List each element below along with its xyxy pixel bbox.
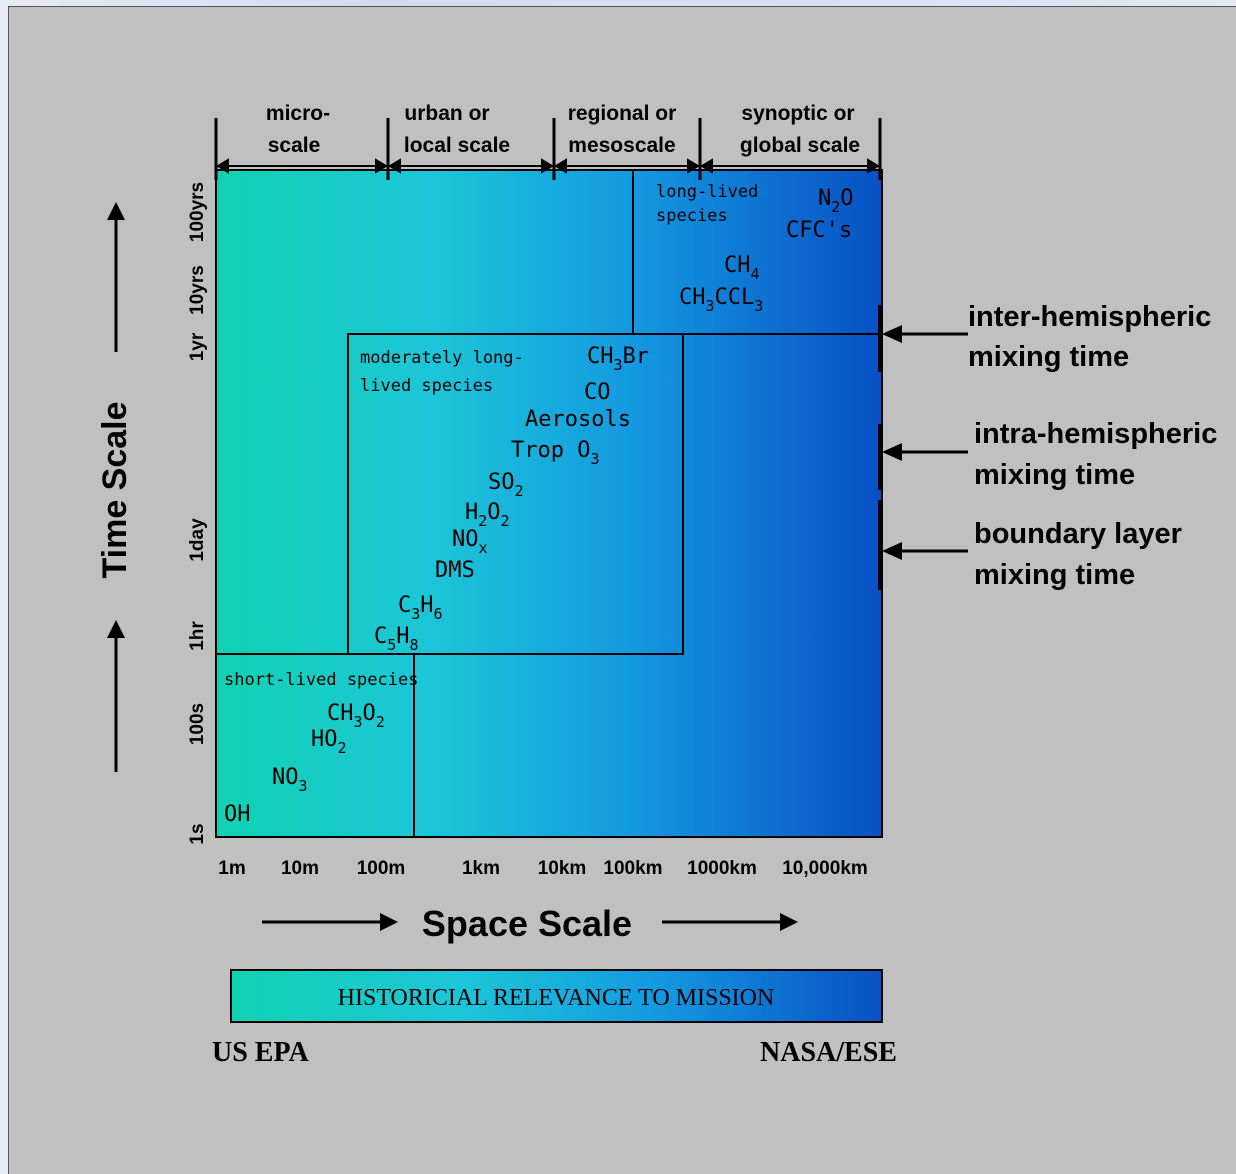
y-arrow-lower-head bbox=[107, 620, 125, 638]
y-tick-label: 1yr bbox=[187, 332, 208, 361]
moderately-long-lived-region bbox=[347, 333, 684, 655]
x-tick-label: 1m bbox=[218, 858, 245, 879]
long-lived-species-group: long-lived species N2O CFC's CH4 CH3CCL3 bbox=[656, 182, 854, 315]
y-tick-label: 1s bbox=[187, 823, 208, 844]
urban-scale-label-1: urban or bbox=[404, 102, 489, 125]
x-tick-label: 10,000km bbox=[782, 858, 868, 879]
inter-hemispheric-label-2: mixing time bbox=[968, 341, 1129, 373]
long-lived-label-1: long-lived bbox=[656, 182, 758, 202]
mixing-time-labels: inter-hemispheric mixing time intra-hemi… bbox=[968, 301, 1217, 591]
x-tick-label: 100m bbox=[357, 858, 406, 879]
x-tick-label: 10km bbox=[538, 858, 587, 879]
species-ch3o2: CH3O2 bbox=[327, 701, 385, 731]
species-c5h8: C5H8 bbox=[374, 624, 419, 654]
micro-scale-label-2: scale bbox=[268, 134, 321, 157]
x-tick-label: 1000km bbox=[687, 858, 757, 879]
species-co: CO bbox=[584, 380, 611, 405]
relevance-right-label: NASA/ESE bbox=[760, 1037, 897, 1068]
short-lived-region bbox=[215, 653, 415, 838]
long-lived-label-2: species bbox=[656, 206, 728, 226]
species-h2o2: H2O2 bbox=[465, 500, 510, 530]
plot-area bbox=[215, 169, 883, 838]
species-n2o: N2O bbox=[818, 186, 854, 216]
species-no3: NO3 bbox=[272, 765, 308, 795]
y-axis-title: Time Scale bbox=[96, 401, 134, 578]
regional-scale-label-2: mesoscale bbox=[568, 134, 675, 157]
species-nox: NOx bbox=[452, 527, 488, 557]
y-tick-label: 100s bbox=[187, 703, 208, 745]
relevance-bar bbox=[230, 969, 883, 1023]
space-scale-dividers bbox=[214, 118, 882, 180]
relevance-bar-label: HISTORICIAL RELEVANCE TO MISSION bbox=[338, 985, 775, 1011]
species-ch3ccl3: CH3CCL3 bbox=[679, 285, 763, 315]
x-axis-title: Space Scale bbox=[422, 903, 632, 944]
mixing-time-arrows bbox=[882, 325, 968, 560]
synoptic-scale-label-1: synoptic or bbox=[741, 102, 854, 125]
species-dms: DMS bbox=[435, 558, 475, 583]
short-lived-species-group: short-lived species CH3O2 HO2 NO3 OH bbox=[224, 670, 418, 827]
boundary-layer-label-1: boundary layer bbox=[974, 518, 1182, 550]
x-arrow-right-head bbox=[780, 913, 798, 931]
x-tick-label: 1km bbox=[462, 858, 500, 879]
synoptic-scale-label-2: global scale bbox=[740, 134, 860, 157]
y-tick-label: 10yrs bbox=[187, 265, 208, 315]
species-ch4: CH4 bbox=[724, 253, 760, 283]
y-tick-label: 1day bbox=[187, 518, 208, 562]
moderately-long-lived-species-group: moderately long- lived species CH3Br CO … bbox=[360, 344, 649, 654]
y-arrow-upper-head bbox=[107, 202, 125, 220]
x-axis-title-group: Space Scale bbox=[262, 903, 798, 944]
short-lived-label: short-lived species bbox=[224, 670, 418, 690]
x-arrow-left-head bbox=[380, 913, 398, 931]
boundary-layer-label-2: mixing time bbox=[974, 559, 1135, 591]
y-tick-label: 1hr bbox=[187, 621, 208, 651]
long-lived-region bbox=[632, 169, 883, 335]
moderate-label-1: moderately long- bbox=[360, 348, 524, 368]
micro-scale-label-1: micro- bbox=[266, 102, 330, 125]
relevance-left-label: US EPA bbox=[212, 1037, 309, 1068]
x-tick-labels: 1m 10m 100m 1km 10km 100km 1000km 10,000… bbox=[218, 858, 868, 879]
y-tick-labels: 1s 100s 1hr 1day 1yr 10yrs 100yrs bbox=[187, 182, 208, 845]
species-trop-o3: Trop O3 bbox=[511, 438, 600, 468]
species-so2: SO2 bbox=[488, 470, 524, 500]
species-oh: OH bbox=[224, 802, 251, 827]
space-scale-ranges bbox=[216, 158, 880, 174]
intra-hemispheric-label-2: mixing time bbox=[974, 459, 1135, 491]
species-c3h6: C3H6 bbox=[398, 593, 443, 623]
species-ch3br: CH3Br bbox=[587, 344, 649, 374]
species-ho2: HO2 bbox=[311, 727, 347, 757]
inter-hemispheric-label-1: inter-hemispheric bbox=[968, 301, 1211, 333]
urban-scale-label-2: local scale bbox=[404, 134, 510, 157]
x-tick-label: 10m bbox=[281, 858, 319, 879]
y-axis-title-group: Time Scale bbox=[96, 202, 134, 772]
x-tick-label: 100km bbox=[603, 858, 662, 879]
y-tick-label: 100yrs bbox=[187, 182, 208, 242]
space-scale-labels: micro- scale urban or local scale region… bbox=[266, 102, 860, 157]
species-cfcs: CFC's bbox=[786, 218, 852, 243]
intra-hemispheric-label-1: intra-hemispheric bbox=[974, 418, 1217, 450]
species-aerosols: Aerosols bbox=[525, 407, 631, 432]
regional-scale-label-1: regional or bbox=[568, 102, 677, 125]
moderate-label-2: lived species bbox=[360, 376, 493, 396]
